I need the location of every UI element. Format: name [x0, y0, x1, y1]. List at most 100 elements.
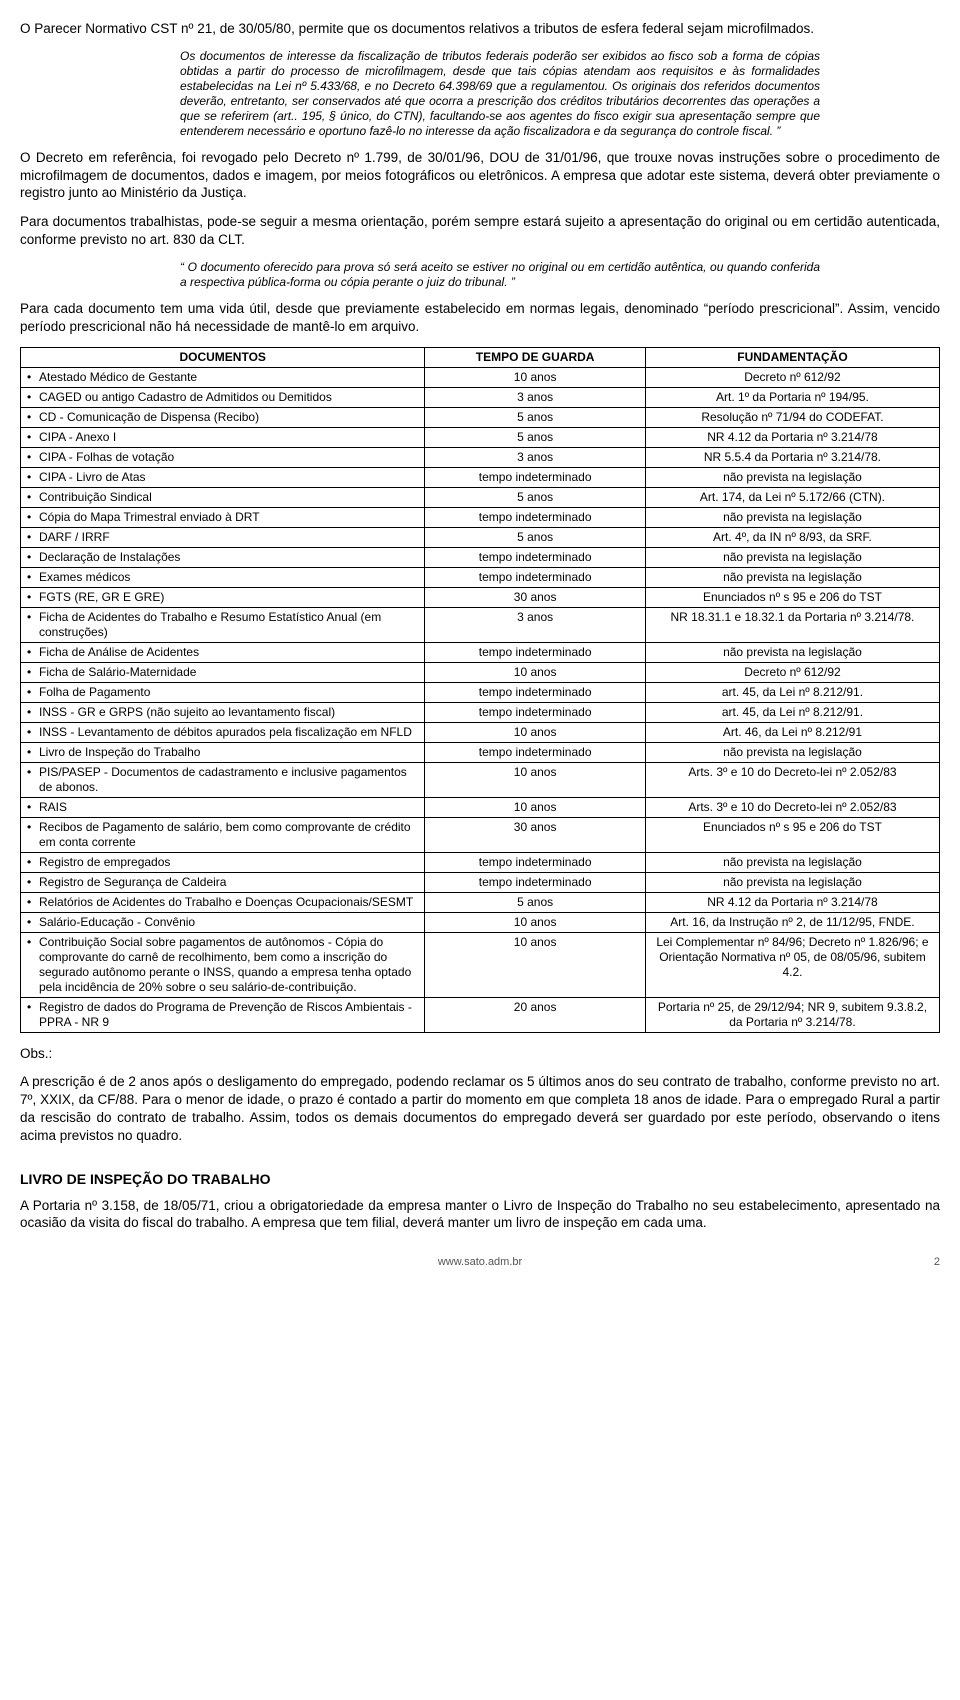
cell-fundamentacao: Art. 174, da Lei nº 5.172/66 (CTN).	[645, 487, 939, 507]
cell-tempo: 20 anos	[425, 997, 646, 1032]
cell-documento: •INSS - Levantamento de débitos apurados…	[21, 722, 425, 742]
section-title-livro: LIVRO DE INSPEÇÃO DO TRABALHO	[20, 1171, 940, 1187]
block-quote-1: Os documentos de interesse da fiscalizaç…	[20, 49, 940, 139]
table-row: •Contribuição Sindical5 anosArt. 174, da…	[21, 487, 940, 507]
table-row: •Ficha de Análise de Acidentestempo inde…	[21, 642, 940, 662]
cell-tempo: 10 anos	[425, 762, 646, 797]
document-page: O Parecer Normativo CST nº 21, de 30/05/…	[0, 0, 960, 1278]
cell-fundamentacao: NR 4.12 da Portaria nº 3.214/78	[645, 892, 939, 912]
table-row: •CAGED ou antigo Cadastro de Admitidos o…	[21, 387, 940, 407]
page-footer: www.sato.adm.br 2	[20, 1256, 940, 1268]
table-row: •FGTS (RE, GR E GRE)30 anosEnunciados nº…	[21, 587, 940, 607]
cell-documento: •Registro de empregados	[21, 852, 425, 872]
cell-documento: •DARF / IRRF	[21, 527, 425, 547]
cell-fundamentacao: Portaria nº 25, de 29/12/94; NR 9, subit…	[645, 997, 939, 1032]
cell-fundamentacao: NR 5.5.4 da Portaria nº 3.214/78.	[645, 447, 939, 467]
cell-fundamentacao: NR 18.31.1 e 18.32.1 da Portaria nº 3.21…	[645, 607, 939, 642]
cell-documento: •PIS/PASEP - Documentos de cadastramento…	[21, 762, 425, 797]
th-tempo: TEMPO DE GUARDA	[425, 347, 646, 367]
cell-fundamentacao: art. 45, da Lei nº 8.212/91.	[645, 682, 939, 702]
cell-documento: •CIPA - Folhas de votação	[21, 447, 425, 467]
cell-fundamentacao: NR 4.12 da Portaria nº 3.214/78	[645, 427, 939, 447]
footer-page-number: 2	[934, 1256, 940, 1268]
cell-tempo: 30 anos	[425, 587, 646, 607]
cell-documento: •Contribuição Social sobre pagamentos de…	[21, 932, 425, 997]
table-header-row: DOCUMENTOS TEMPO DE GUARDA FUNDAMENTAÇÃO	[21, 347, 940, 367]
cell-documento: •RAIS	[21, 797, 425, 817]
cell-tempo: tempo indeterminado	[425, 852, 646, 872]
block-quote-2: “ O documento oferecido para prova só se…	[20, 260, 940, 290]
table-row: •Folha de Pagamentotempo indeterminadoar…	[21, 682, 940, 702]
table-row: •CD - Comunicação de Dispensa (Recibo)5 …	[21, 407, 940, 427]
cell-tempo: 10 anos	[425, 367, 646, 387]
cell-documento: •CD - Comunicação de Dispensa (Recibo)	[21, 407, 425, 427]
table-row: •Exames médicostempo indeterminadonão pr…	[21, 567, 940, 587]
cell-tempo: tempo indeterminado	[425, 547, 646, 567]
cell-documento: •CAGED ou antigo Cadastro de Admitidos o…	[21, 387, 425, 407]
cell-fundamentacao: Arts. 3º e 10 do Decreto-lei nº 2.052/83	[645, 797, 939, 817]
table-row: •Livro de Inspeção do Trabalhotempo inde…	[21, 742, 940, 762]
obs-label: Obs.:	[20, 1045, 940, 1063]
table-row: •CIPA - Livro de Atastempo indeterminado…	[21, 467, 940, 487]
cell-tempo: 3 anos	[425, 447, 646, 467]
table-row: •Salário-Educação - Convênio10 anosArt. …	[21, 912, 940, 932]
cell-tempo: tempo indeterminado	[425, 567, 646, 587]
cell-fundamentacao: Art. 46, da Lei nº 8.212/91	[645, 722, 939, 742]
paragraph-4: Para cada documento tem uma vida útil, d…	[20, 300, 940, 336]
table-row: •DARF / IRRF5 anosArt. 4º, da IN nº 8/93…	[21, 527, 940, 547]
cell-tempo: 3 anos	[425, 387, 646, 407]
cell-fundamentacao: Enunciados nº s 95 e 206 do TST	[645, 817, 939, 852]
cell-fundamentacao: Art. 1º da Portaria nº 194/95.	[645, 387, 939, 407]
cell-tempo: 3 anos	[425, 607, 646, 642]
cell-documento: •Relatórios de Acidentes do Trabalho e D…	[21, 892, 425, 912]
table-row: •Ficha de Acidentes do Trabalho e Resumo…	[21, 607, 940, 642]
cell-documento: •Atestado Médico de Gestante	[21, 367, 425, 387]
cell-tempo: 10 anos	[425, 722, 646, 742]
cell-tempo: tempo indeterminado	[425, 507, 646, 527]
table-row: •CIPA - Anexo I5 anosNR 4.12 da Portaria…	[21, 427, 940, 447]
cell-tempo: 5 anos	[425, 487, 646, 507]
table-row: •Registro de empregadostempo indetermina…	[21, 852, 940, 872]
cell-documento: •INSS - GR e GRPS (não sujeito ao levant…	[21, 702, 425, 722]
cell-tempo: 10 anos	[425, 912, 646, 932]
cell-fundamentacao: não prevista na legislação	[645, 507, 939, 527]
table-row: •Relatórios de Acidentes do Trabalho e D…	[21, 892, 940, 912]
cell-fundamentacao: Enunciados nº s 95 e 206 do TST	[645, 587, 939, 607]
cell-fundamentacao: art. 45, da Lei nº 8.212/91.	[645, 702, 939, 722]
table-row: •INSS - GR e GRPS (não sujeito ao levant…	[21, 702, 940, 722]
table-row: •Contribuição Social sobre pagamentos de…	[21, 932, 940, 997]
table-row: •Registro de dados do Programa de Preven…	[21, 997, 940, 1032]
cell-documento: •Contribuição Sindical	[21, 487, 425, 507]
cell-fundamentacao: Decreto nº 612/92	[645, 367, 939, 387]
cell-fundamentacao: não prevista na legislação	[645, 547, 939, 567]
cell-documento: •Ficha de Acidentes do Trabalho e Resumo…	[21, 607, 425, 642]
cell-documento: •Registro de Segurança de Caldeira	[21, 872, 425, 892]
obs-body: A prescrição é de 2 anos após o desligam…	[20, 1073, 940, 1144]
table-row: •Cópia do Mapa Trimestral enviado à DRTt…	[21, 507, 940, 527]
documents-table: DOCUMENTOS TEMPO DE GUARDA FUNDAMENTAÇÃO…	[20, 347, 940, 1033]
cell-fundamentacao: Decreto nº 612/92	[645, 662, 939, 682]
paragraph-livro: A Portaria nº 3.158, de 18/05/71, criou …	[20, 1197, 940, 1233]
cell-fundamentacao: não prevista na legislação	[645, 567, 939, 587]
cell-fundamentacao: não prevista na legislação	[645, 742, 939, 762]
cell-documento: •Folha de Pagamento	[21, 682, 425, 702]
cell-tempo: tempo indeterminado	[425, 742, 646, 762]
th-fundamentacao: FUNDAMENTAÇÃO	[645, 347, 939, 367]
table-row: •Recibos de Pagamento de salário, bem co…	[21, 817, 940, 852]
cell-fundamentacao: Arts. 3º e 10 do Decreto-lei nº 2.052/83	[645, 762, 939, 797]
cell-fundamentacao: Art. 4º, da IN nº 8/93, da SRF.	[645, 527, 939, 547]
table-row: •Registro de Segurança de Caldeiratempo …	[21, 872, 940, 892]
cell-tempo: 5 anos	[425, 527, 646, 547]
cell-fundamentacao: não prevista na legislação	[645, 467, 939, 487]
cell-documento: •Salário-Educação - Convênio	[21, 912, 425, 932]
cell-documento: •Ficha de Análise de Acidentes	[21, 642, 425, 662]
cell-tempo: tempo indeterminado	[425, 682, 646, 702]
table-row: •INSS - Levantamento de débitos apurados…	[21, 722, 940, 742]
cell-fundamentacao: Resolução nº 71/94 do CODEFAT.	[645, 407, 939, 427]
footer-site: www.sato.adm.br	[438, 1256, 522, 1268]
table-row: •Ficha de Salário-Maternidade10 anosDecr…	[21, 662, 940, 682]
table-row: •RAIS10 anosArts. 3º e 10 do Decreto-lei…	[21, 797, 940, 817]
cell-documento: •Registro de dados do Programa de Preven…	[21, 997, 425, 1032]
cell-documento: •Recibos de Pagamento de salário, bem co…	[21, 817, 425, 852]
paragraph-intro: O Parecer Normativo CST nº 21, de 30/05/…	[20, 20, 940, 38]
